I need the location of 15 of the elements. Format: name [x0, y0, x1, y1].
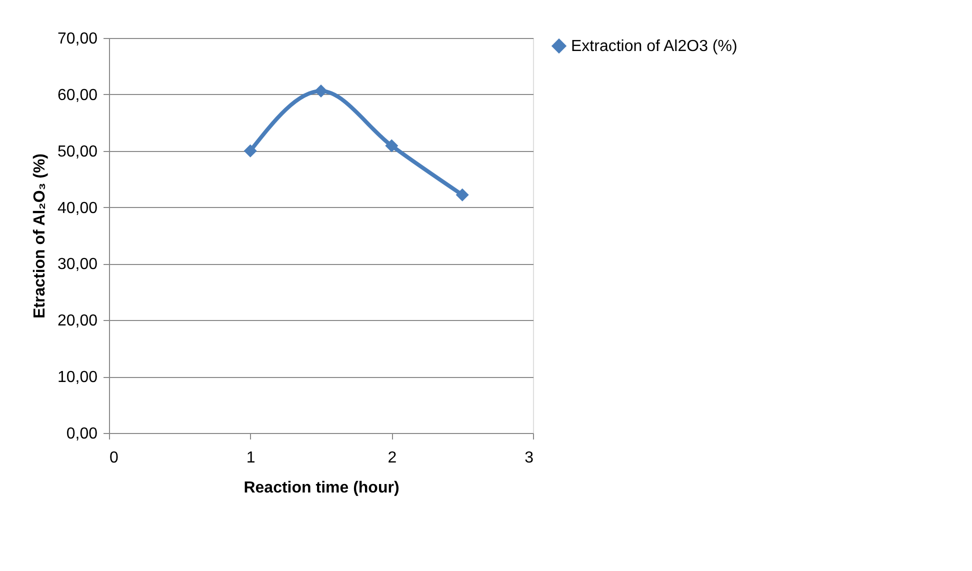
y-tick-label: 70,00: [57, 30, 98, 48]
y-tick-label: 60,00: [57, 86, 98, 104]
y-tick-label: 30,00: [57, 256, 98, 274]
x-tick-label: 2: [388, 450, 397, 466]
y-axis-title: Etraction of Al₂O₃ (%): [31, 153, 48, 319]
y-tick-label: 0,00: [66, 426, 98, 442]
x-tick-label: 3: [524, 450, 534, 466]
y-tick-label: 20,00: [57, 312, 98, 330]
legend-label: Extraction of Al2O3 (%): [571, 38, 738, 55]
y-tick-label: 50,00: [57, 143, 98, 160]
y-tick-label: 10,00: [57, 369, 98, 386]
x-tick-label: 0: [110, 450, 118, 466]
x-tick-label: 1: [246, 450, 256, 466]
y-tick-label: 40,00: [57, 200, 98, 217]
x-axis-title: Reaction time (hour): [244, 480, 400, 496]
